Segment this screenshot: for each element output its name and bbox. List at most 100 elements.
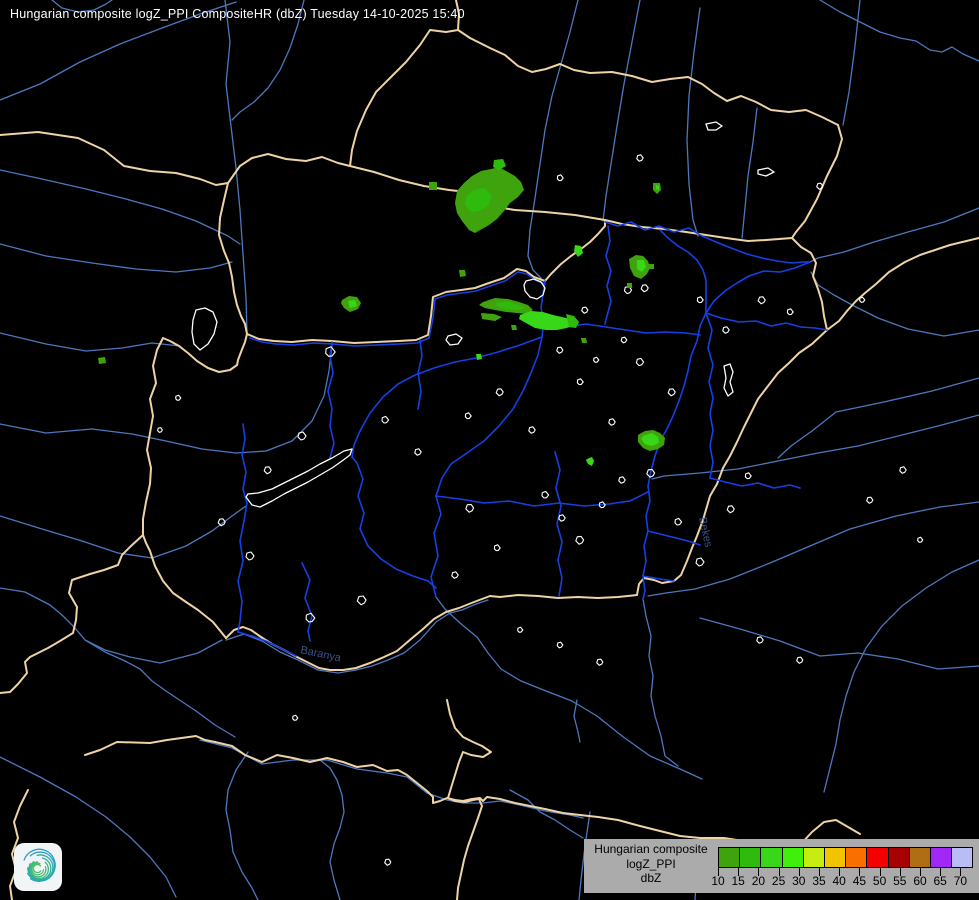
city-outlines — [157, 154, 924, 866]
city-outline — [381, 415, 390, 424]
lake-outlines — [191, 121, 775, 508]
city-outline — [556, 174, 564, 182]
city-outline — [635, 357, 645, 367]
colorbar-swatch-20 — [760, 847, 783, 868]
city-outline — [796, 656, 804, 664]
city-outline — [608, 418, 616, 426]
radar-echo-15dbz — [493, 159, 506, 170]
radar-echo-20dbz — [586, 457, 594, 466]
legend-title: Hungarian composite logZ_PPI dbZ — [584, 842, 718, 886]
radar-echo-10dbz — [649, 264, 654, 269]
colorbar-tick-label: 35 — [812, 874, 826, 888]
colorbar-tick — [758, 868, 760, 876]
legend-line-product: Hungarian composite — [594, 842, 708, 856]
city-outline — [744, 472, 752, 480]
colorbar-tick-label: 70 — [953, 874, 968, 888]
colorbar-tick — [798, 868, 800, 876]
colorbar-swatch-50 — [887, 847, 910, 868]
city-outline — [493, 544, 501, 552]
city-outline — [528, 426, 536, 434]
radar-echo-10dbz — [481, 313, 502, 321]
radar-echo-20dbz — [637, 260, 646, 272]
legend-line-field: logZ_PPI — [626, 856, 676, 871]
city-outline — [305, 612, 316, 623]
colorbar-tick — [738, 868, 740, 876]
colorbar-tick-label: 10 — [711, 874, 725, 888]
city-outline — [696, 296, 704, 304]
colorbar-tick-label: 60 — [913, 874, 927, 888]
city-outline — [175, 394, 182, 401]
city-outline — [598, 501, 606, 509]
colorbar-swatch-60 — [929, 847, 953, 868]
lake-ferto-outline — [191, 307, 218, 351]
city-outline — [157, 427, 163, 433]
colorbar-swatch-10 — [718, 847, 741, 868]
city-outline — [263, 466, 272, 475]
radar-echo-10dbz — [511, 325, 517, 330]
colorbar-tick-label: 50 — [872, 874, 887, 888]
legend-line-unit: dbZ — [640, 871, 662, 885]
city-outline — [786, 308, 794, 316]
radar-echo-20dbz — [656, 185, 659, 190]
city-outline — [217, 518, 226, 527]
dbz-colorbar — [718, 847, 974, 868]
city-outline — [596, 658, 604, 666]
city-outline — [593, 356, 600, 363]
colorbar-tick-label: 45 — [852, 874, 867, 888]
city-outline — [292, 714, 299, 721]
radar-echo-10dbz — [98, 357, 106, 364]
city-outline — [541, 490, 550, 499]
city-outline — [667, 388, 676, 397]
city-outline — [325, 346, 336, 357]
radar-echo-20dbz — [641, 433, 659, 446]
colorbar-tick-label: 40 — [832, 874, 846, 888]
city-outline — [464, 412, 472, 420]
colorbar-swatch-30 — [802, 847, 825, 868]
city-outline — [618, 476, 626, 484]
colorbar-tick-label: 15 — [731, 874, 745, 888]
city-outline — [757, 296, 766, 305]
city-outline — [495, 388, 504, 397]
radar-echo-20dbz — [348, 300, 357, 308]
city-outline — [576, 378, 584, 386]
colorbar-tick — [960, 868, 962, 876]
colorbar-swatch-65 — [951, 847, 974, 868]
city-outline — [356, 595, 367, 606]
colorbar-tick-label: 20 — [751, 874, 766, 888]
colorbar-tick-label: 30 — [792, 874, 806, 888]
radar-echo-20dbz — [519, 311, 574, 330]
city-outline — [245, 551, 255, 561]
colorbar-tick — [940, 868, 942, 876]
city-outline — [695, 557, 705, 567]
city-outline — [558, 514, 566, 522]
city-outline — [575, 535, 585, 545]
colorbar-tick — [879, 868, 881, 876]
city-outline — [620, 336, 628, 344]
city-outline — [866, 496, 874, 504]
cyclone-spiral-icon — [14, 843, 62, 891]
city-outline — [414, 448, 422, 456]
colorbar-tick — [899, 868, 901, 876]
radar-echo-20dbz — [574, 245, 583, 257]
city-outline — [451, 571, 459, 579]
colorbar-tick — [819, 868, 820, 876]
radar-echo-15dbz — [566, 314, 579, 328]
colorbar-tick-label: 55 — [893, 874, 907, 888]
lake-balaton-outline — [245, 448, 353, 508]
city-outline — [756, 636, 764, 644]
city-outline — [816, 182, 824, 190]
radar-echo-20dbz — [476, 354, 482, 360]
radar-echo-15dbz — [496, 302, 526, 310]
city-outline — [556, 346, 564, 354]
budapest-outline — [523, 278, 546, 300]
city-outline — [581, 306, 589, 314]
city-outline — [917, 536, 924, 543]
colorbar-tick — [778, 868, 780, 876]
lake-tisza-outline — [723, 363, 734, 397]
city-outline — [859, 296, 866, 303]
city-outline — [636, 154, 644, 162]
